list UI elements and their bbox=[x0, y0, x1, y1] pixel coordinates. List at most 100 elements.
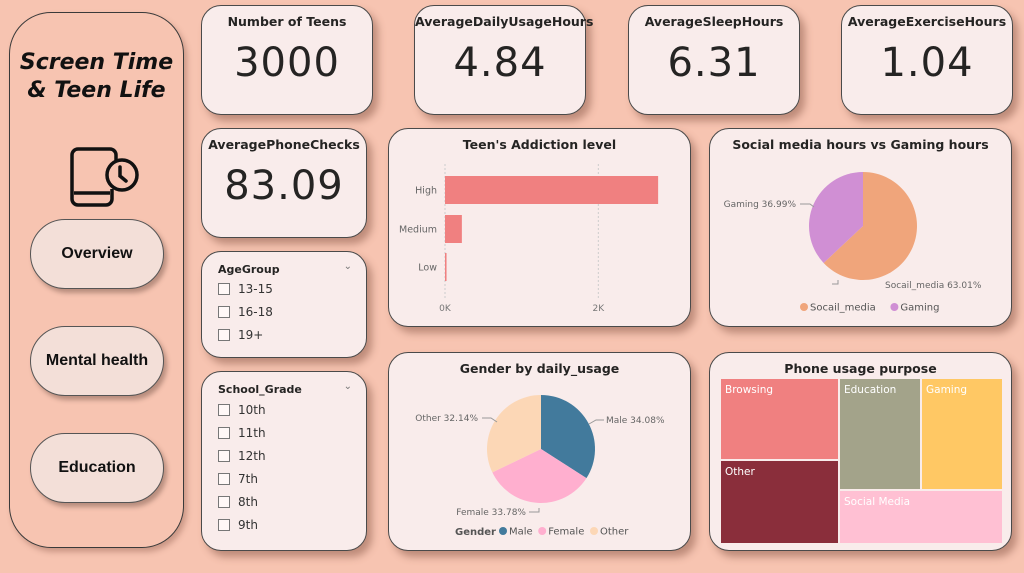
slicer-option[interactable]: 9th bbox=[218, 518, 258, 532]
legend-label[interactable]: Gaming bbox=[900, 303, 939, 314]
kpi-title: AverageExerciseHours bbox=[847, 14, 1007, 29]
legend-label[interactable]: Socail_media bbox=[810, 303, 876, 314]
checkbox[interactable] bbox=[218, 404, 230, 416]
data-label: Gaming 36.99% bbox=[724, 200, 797, 210]
legend-label[interactable]: Female bbox=[548, 527, 584, 538]
y-tick-label: High bbox=[415, 186, 437, 197]
kpi-value: 1.04 bbox=[880, 40, 974, 86]
bar-low[interactable] bbox=[445, 253, 447, 281]
kpi-card-average-phone-checks: AveragePhoneChecks 83.09 bbox=[201, 128, 367, 238]
option-label: 7th bbox=[238, 472, 258, 486]
chevron-down-icon[interactable]: ⌄ bbox=[343, 381, 352, 392]
addiction-level-chart: Teen's Addiction level 0K 2K High Medium Low bbox=[388, 128, 691, 327]
treemap-cell-education[interactable]: Education bbox=[839, 378, 921, 490]
school-grade-slicer: School_Grade ⌄ 10th 11th 12th 7th 8th 9t… bbox=[201, 371, 367, 551]
y-tick-label: Medium bbox=[399, 225, 437, 236]
legend-label[interactable]: Other bbox=[600, 527, 629, 538]
checkbox[interactable] bbox=[218, 427, 230, 439]
kpi-value: 6.31 bbox=[667, 40, 761, 86]
x-tick-label: 2K bbox=[593, 304, 606, 314]
checkbox[interactable] bbox=[218, 519, 230, 531]
phone-usage-purpose-chart: Phone usage purpose Browsing Other Educa… bbox=[709, 352, 1012, 551]
kpi-title: Number of Teens bbox=[227, 14, 347, 29]
kpi-value: 3000 bbox=[234, 40, 340, 86]
chart-title: Phone usage purpose bbox=[784, 361, 937, 376]
y-tick-label: Low bbox=[418, 263, 437, 274]
legend-marker bbox=[890, 303, 899, 311]
option-label: 11th bbox=[238, 426, 266, 440]
chart-title: Teen's Addiction level bbox=[462, 137, 617, 152]
data-label: Socail_media 63.01% bbox=[885, 281, 982, 291]
checkbox[interactable] bbox=[218, 450, 230, 462]
option-label: 8th bbox=[238, 495, 258, 509]
checkbox[interactable] bbox=[218, 496, 230, 508]
legend-label[interactable]: Male bbox=[509, 527, 533, 538]
checkbox[interactable] bbox=[218, 306, 230, 318]
leader-line bbox=[482, 417, 498, 423]
leader-line bbox=[832, 280, 839, 285]
option-label: 19+ bbox=[238, 328, 264, 342]
legend-marker bbox=[590, 527, 598, 535]
pie-slice-male[interactable] bbox=[541, 395, 595, 479]
slicer-option[interactable]: 10th bbox=[218, 403, 266, 417]
chevron-down-icon[interactable]: ⌄ bbox=[343, 261, 352, 272]
kpi-value: 4.84 bbox=[453, 40, 547, 86]
pie-chart-svg: Male 34.08% Female 33.78% Other 32.14% Gend… bbox=[415, 395, 665, 538]
leader-line bbox=[800, 203, 815, 208]
slicer-title: School_Grade bbox=[218, 383, 302, 396]
slicer-option[interactable]: 16-18 bbox=[218, 305, 273, 319]
data-label: Other 32.14% bbox=[415, 414, 478, 424]
kpi-title: AveragePhoneChecks bbox=[208, 137, 360, 152]
x-tick-label: 0K bbox=[439, 304, 452, 314]
legend-marker bbox=[538, 527, 547, 535]
leader-line bbox=[529, 508, 540, 513]
leader-line bbox=[588, 419, 604, 425]
pie-slice-female[interactable] bbox=[492, 449, 587, 503]
option-label: 9th bbox=[238, 518, 258, 532]
pie-chart-svg: Socail_media 63.01% Gaming 36.99% Socail_m… bbox=[724, 172, 982, 314]
option-label: 16-18 bbox=[238, 305, 273, 319]
bar-chart-svg: 0K 2K High Medium Low bbox=[399, 164, 659, 314]
pie-slice-other[interactable] bbox=[487, 395, 541, 473]
nav-overview-button[interactable]: Overview bbox=[30, 219, 164, 289]
pie-slice-socail_media[interactable] bbox=[823, 172, 917, 280]
legend-marker bbox=[800, 303, 808, 311]
nav-education-button[interactable]: Education bbox=[30, 433, 164, 503]
nav-mental-health-button[interactable]: Mental health bbox=[30, 326, 164, 396]
phone-clock-icon bbox=[70, 147, 139, 207]
data-label: Male 34.08% bbox=[606, 416, 665, 426]
slicer-option[interactable]: 8th bbox=[218, 495, 258, 509]
chart-title: Social media hours vs Gaming hours bbox=[732, 137, 989, 152]
checkbox[interactable] bbox=[218, 329, 230, 341]
kpi-card-average-sleep: AverageSleepHours 6.31 bbox=[628, 5, 800, 115]
age-group-slicer: AgeGroup ⌄ 13-15 16-18 19+ bbox=[201, 251, 367, 358]
treemap-cell-social-media[interactable]: Social Media bbox=[839, 490, 1003, 544]
kpi-card-number-of-teens: Number of Teens 3000 bbox=[201, 5, 373, 115]
social-vs-gaming-chart: Social media hours vs Gaming hours Socai… bbox=[709, 128, 1012, 327]
option-label: 12th bbox=[238, 449, 266, 463]
pie-slice-gaming[interactable] bbox=[809, 172, 863, 263]
slicer-option[interactable]: 19+ bbox=[218, 328, 263, 342]
slicer-option[interactable]: 7th bbox=[218, 472, 258, 486]
slicer-option[interactable]: 11th bbox=[218, 426, 266, 440]
kpi-card-average-exercise: AverageExerciseHours 1.04 bbox=[841, 5, 1013, 115]
slicer-option[interactable]: 12th bbox=[218, 449, 266, 463]
app-title-line2: & Teen Life bbox=[27, 78, 166, 103]
kpi-card-average-daily-usage: AverageDailyUsageHours 4.84 bbox=[414, 5, 594, 115]
legend-marker bbox=[499, 527, 507, 535]
treemap-cell-other[interactable]: Other bbox=[720, 460, 839, 544]
chart-title: Gender by daily_usage bbox=[459, 361, 620, 376]
option-label: 10th bbox=[238, 403, 266, 417]
treemap-cell-gaming[interactable]: Gaming bbox=[921, 378, 1003, 490]
bar-high[interactable] bbox=[445, 176, 659, 204]
checkbox[interactable] bbox=[218, 283, 230, 295]
gender-daily-usage-chart: Gender by daily_usage Male 34.08% Female … bbox=[388, 352, 691, 551]
treemap-cell-browsing[interactable]: Browsing bbox=[720, 378, 839, 460]
kpi-title: AverageDailyUsageHours bbox=[415, 14, 594, 29]
app-title-line1: Screen Time bbox=[19, 50, 174, 75]
slicer-title: AgeGroup bbox=[218, 263, 280, 276]
bar-medium[interactable] bbox=[445, 215, 462, 243]
checkbox[interactable] bbox=[218, 473, 230, 485]
slicer-option[interactable]: 13-15 bbox=[218, 282, 273, 296]
app-title: Screen Time & Teen Life bbox=[10, 49, 183, 105]
